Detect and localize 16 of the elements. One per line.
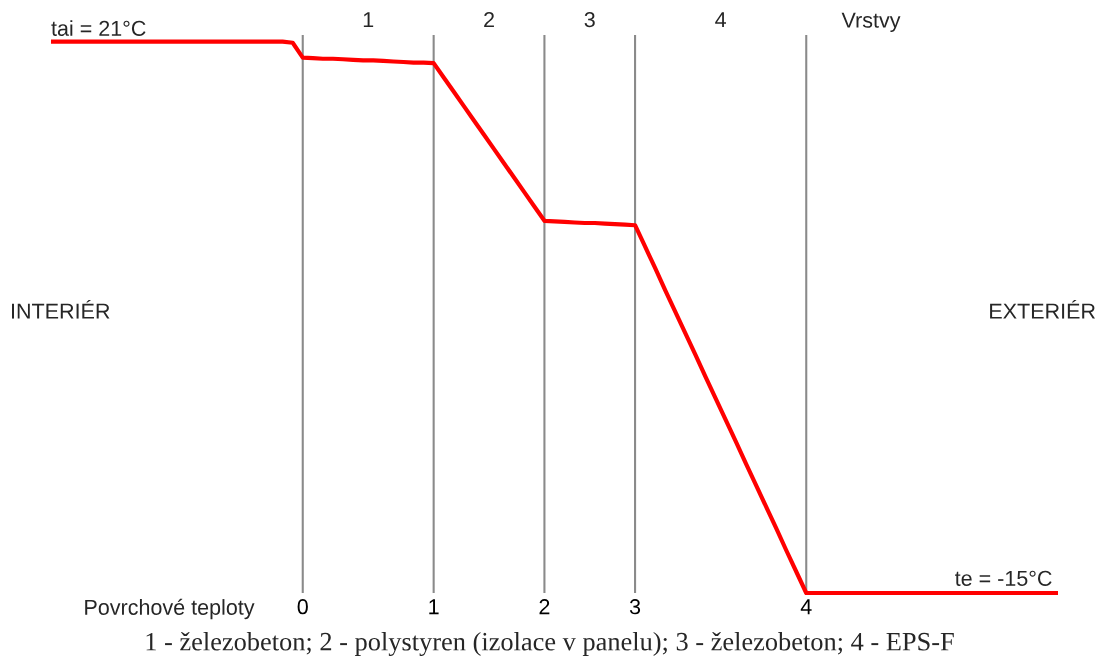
x-tick-label: 2 [539,599,550,615]
text: 1 - železobeton; 2 - polystyren (izolace v panelu); 3 - železobeton; 4 - EPS-F [146,631,954,657]
text: 3 [584,11,595,28]
x-tick-label: 0 [297,599,308,615]
text: Vrstvy [841,12,901,33]
text: 1 [363,12,374,28]
annotation: EXTERIÉR [990,299,1095,319]
x-tick-label: 3 [629,599,641,615]
annotation: INTERIÉR [11,299,110,319]
x-axis-title: Povrchové teploty [85,598,255,620]
text: 4 [715,12,727,28]
x-tick-label: 4 [800,599,812,615]
text: tai = 21°C [51,20,146,36]
text: 2 [484,11,494,28]
annotation: te = -15°C [955,570,1052,586]
x-tick-label: 1 [429,599,439,615]
